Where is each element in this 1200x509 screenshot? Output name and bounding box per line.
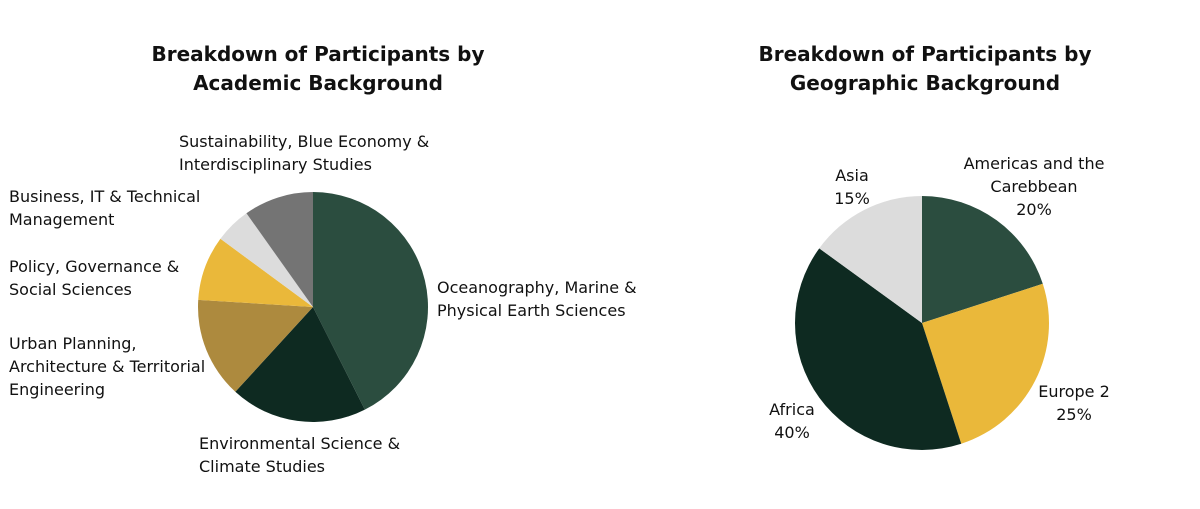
label-europe-name: Europe 2 (1038, 382, 1110, 401)
label-europe-percent: 25% (1056, 405, 1092, 424)
label-americas-name: Americas and the Carebbean (963, 154, 1105, 196)
academic-slice-3 (198, 238, 313, 307)
geographic-slice-1 (922, 283, 1049, 444)
label-asia-percent: 15% (834, 189, 870, 208)
label-policy-governance: Policy, Governance & Social Sciences (9, 257, 180, 299)
academic-pie (197, 192, 429, 423)
academic-slice-5 (246, 192, 313, 307)
geographic-chart: Breakdown of Participants by Geographic … (700, 0, 1200, 509)
geographic-slice-2 (794, 248, 962, 450)
label-asia: Asia 15% (824, 164, 880, 210)
label-oceanography: Oceanography, Marine & Physical Earth Sc… (437, 278, 637, 320)
geographic-slice-0 (922, 196, 1043, 323)
academic-slice-2 (197, 299, 313, 392)
geographic-pie (794, 196, 1049, 450)
label-environmental-science: Environmental Science & Climate Studies (199, 434, 401, 476)
label-americas: Americas and the Carebbean 20% (924, 152, 1144, 221)
label-africa-name: Africa (769, 400, 815, 419)
label-asia-name: Asia (835, 166, 869, 185)
label-urban-planning: Urban Planning, Architecture & Territori… (9, 334, 206, 399)
geographic-slice-3 (819, 196, 922, 323)
label-africa-percent: 40% (774, 423, 810, 442)
label-americas-percent: 20% (1016, 200, 1052, 219)
label-africa: Africa 40% (760, 398, 824, 444)
academic-chart: Breakdown of Participants by Academic Ba… (9, 42, 637, 476)
academic-slice-4 (220, 213, 313, 307)
academic-chart-title: Breakdown of Participants by Academic Ba… (151, 42, 485, 95)
geographic-chart-title: Breakdown of Participants by Geographic … (758, 42, 1092, 95)
academic-slice-1 (235, 307, 365, 423)
academic-slice-0 (313, 192, 429, 410)
label-europe: Europe 2 25% (1024, 380, 1124, 426)
label-sustainability: Sustainability, Blue Economy & Interdisc… (179, 132, 430, 174)
label-business-it: Business, IT & Technical Management (9, 187, 201, 229)
